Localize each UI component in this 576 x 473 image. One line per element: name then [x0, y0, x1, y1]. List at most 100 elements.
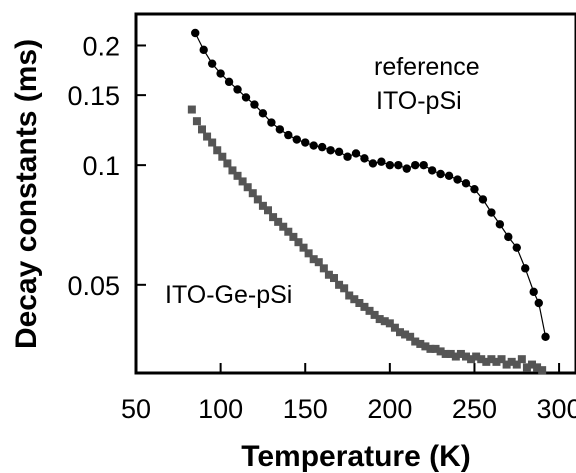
data-point [228, 166, 237, 175]
data-point [192, 117, 201, 126]
data-point [426, 344, 435, 353]
annotation-reference: reference [374, 53, 480, 81]
data-point [330, 274, 338, 283]
data-point [406, 332, 415, 341]
series-group [187, 105, 547, 375]
data-point [487, 355, 496, 364]
data-point [487, 208, 496, 217]
axis-ticks: 50 100 150 200 250 300 0.05 0.1 0.15 0.2 [67, 31, 576, 424]
data-point [521, 264, 530, 273]
x-axis-label: Temperature (K) [241, 440, 470, 473]
data-point [411, 337, 420, 346]
data-point [284, 130, 293, 140]
data-point [370, 310, 379, 319]
data-point [345, 291, 354, 300]
data-point [512, 243, 521, 252]
data-point [213, 146, 222, 155]
data-point [517, 355, 526, 364]
data-point [456, 349, 465, 358]
data-point [495, 220, 505, 229]
data-point [541, 332, 550, 341]
data-point [248, 189, 257, 198]
data-point [482, 357, 491, 366]
data-point [436, 347, 445, 356]
y-tick-label: 0.1 [82, 151, 120, 181]
data-point [396, 328, 404, 337]
x-tick-label: 300 [537, 394, 576, 424]
x-tick-label: 250 [452, 394, 497, 424]
data-point [375, 315, 384, 324]
data-point [294, 238, 303, 247]
data-point [267, 118, 276, 127]
y-axis-label: Decay constants (ms) [10, 39, 43, 349]
data-point [218, 152, 227, 161]
x-tick-label: 100 [198, 394, 243, 424]
data-point [528, 360, 536, 369]
data-point [497, 355, 506, 364]
data-point [317, 142, 327, 152]
data-point [436, 169, 445, 179]
data-point [292, 135, 301, 144]
data-point [253, 195, 262, 204]
data-point [512, 360, 521, 369]
annotation-ito-psi: ITO-pSi [376, 87, 462, 115]
data-point [360, 154, 369, 163]
data-point [350, 295, 359, 304]
data-point [377, 157, 386, 166]
data-point [538, 366, 547, 375]
data-point [258, 201, 267, 210]
data-point [223, 159, 232, 168]
data-point [385, 160, 395, 170]
data-point [394, 160, 403, 170]
data-point [274, 217, 283, 226]
data-point [216, 69, 225, 78]
data-point [451, 352, 460, 361]
x-tick-label: 150 [283, 394, 328, 424]
data-point [390, 323, 399, 332]
data-point [238, 177, 247, 186]
data-point [421, 342, 430, 351]
plot-frame [134, 12, 576, 375]
data-point [299, 243, 308, 252]
data-point [241, 93, 251, 102]
data-point [233, 171, 242, 180]
annotation-ito-ge-psi: ITO-Ge-pSi [165, 281, 292, 309]
data-point [304, 249, 313, 258]
x-tick-label: 200 [367, 394, 412, 424]
data-point [301, 138, 310, 147]
data-point [343, 152, 352, 161]
data-point [351, 149, 361, 158]
data-point [492, 357, 501, 366]
data-point [191, 28, 200, 38]
data-point [233, 85, 242, 94]
data-point [243, 183, 252, 192]
data-point [340, 284, 349, 293]
data-point [441, 349, 450, 358]
data-point [446, 349, 455, 358]
data-point [411, 160, 420, 170]
data-point [365, 306, 374, 315]
data-point [334, 147, 344, 157]
data-point [534, 298, 543, 308]
data-point [324, 270, 333, 279]
data-point [187, 105, 196, 114]
data-point [264, 206, 272, 215]
data-point [207, 59, 217, 68]
data-point [444, 171, 454, 181]
y-tick-label: 0.2 [82, 31, 120, 61]
data-point [250, 100, 259, 109]
data-point [309, 255, 318, 264]
data-point [258, 109, 268, 118]
data-point [385, 319, 394, 328]
data-point [504, 232, 513, 242]
data-point [309, 141, 318, 150]
data-point [533, 363, 542, 372]
data-point [368, 159, 378, 168]
data-point [208, 138, 217, 147]
data-point [453, 175, 462, 184]
data-point [431, 344, 440, 353]
data-point [380, 317, 389, 326]
data-point [335, 280, 344, 289]
data-point [470, 184, 479, 194]
